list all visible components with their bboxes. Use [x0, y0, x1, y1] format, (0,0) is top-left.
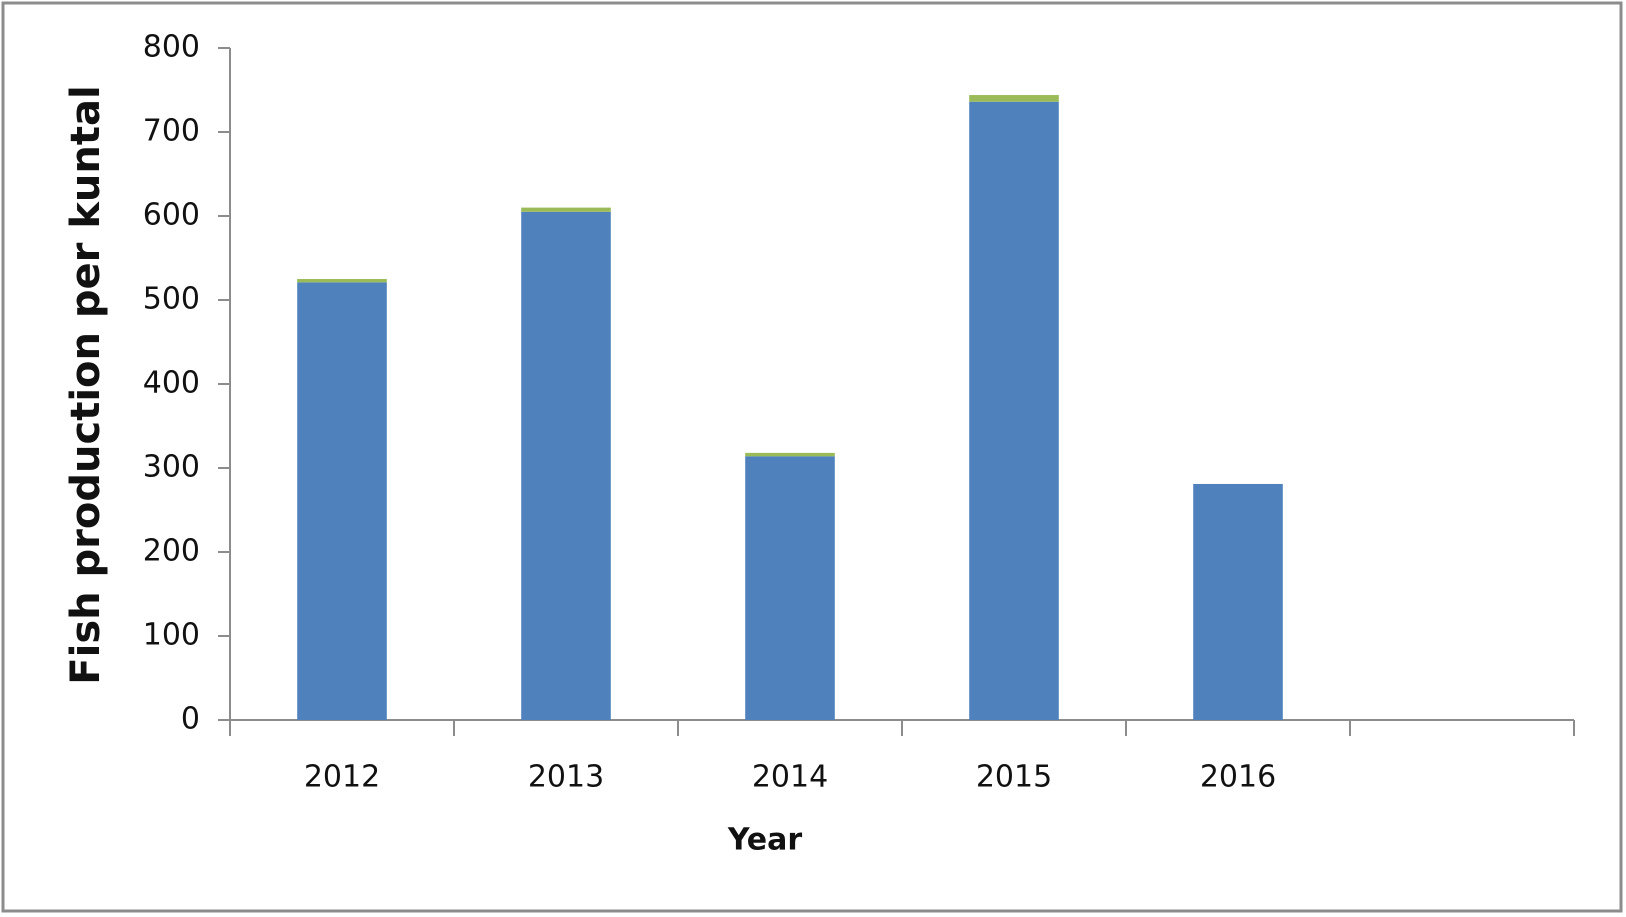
y-tick-label: 300 [143, 450, 200, 485]
x-axis-label: Year [727, 823, 803, 858]
bar-segment [969, 95, 1059, 102]
y-tick-label: 800 [143, 30, 200, 65]
bar-segment [745, 452, 835, 457]
x-tick-label: 2016 [1200, 760, 1276, 795]
y-tick-label: 500 [143, 282, 200, 317]
x-tick-label: 2014 [752, 760, 828, 795]
y-tick-label: 600 [143, 198, 200, 233]
x-tick-label: 2015 [976, 760, 1052, 795]
bar-segment [745, 456, 835, 720]
y-axis-label: Fish production per kuntal [63, 85, 109, 684]
y-tick-label: 200 [143, 534, 200, 569]
y-tick-label: 400 [143, 366, 200, 401]
bar-segment [521, 207, 611, 212]
bar-segment [521, 211, 611, 721]
x-tick-label: 2013 [528, 760, 604, 795]
bar-segment [1193, 483, 1283, 720]
y-tick-label: 100 [143, 618, 200, 653]
y-tick-label: 0 [181, 702, 200, 737]
x-tick-label: 2012 [304, 760, 380, 795]
y-tick-label: 700 [143, 114, 200, 149]
bar-segment [969, 101, 1059, 720]
bar-segment [297, 282, 387, 720]
bar-segment [297, 279, 387, 283]
